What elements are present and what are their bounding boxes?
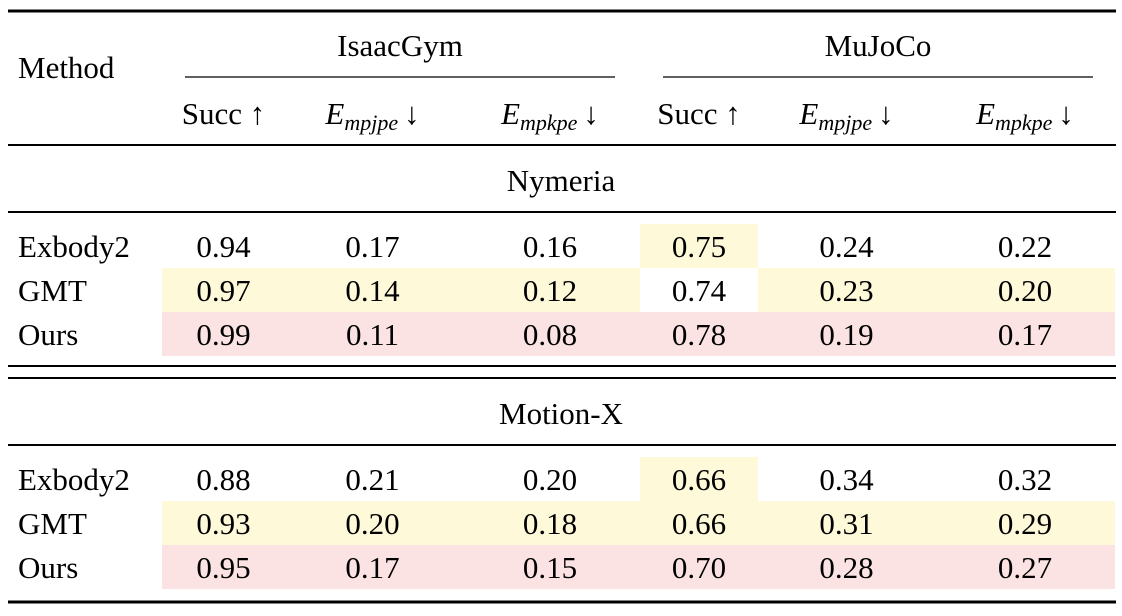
cell-value: 0.29 — [998, 506, 1052, 541]
cell-value: 0.12 — [523, 273, 577, 308]
subscript: mpkpe — [520, 110, 578, 135]
symbol: E — [798, 96, 818, 131]
cell-highlight — [460, 268, 640, 312]
section-title: Nymeria — [507, 163, 616, 198]
cell-highlight — [162, 545, 285, 589]
cell-highlight — [640, 545, 758, 589]
cell-value: 0.17 — [345, 229, 399, 264]
cell-value: 0.94 — [196, 229, 251, 264]
cell-value: 0.15 — [523, 550, 577, 585]
cell-value: 0.24 — [819, 229, 874, 264]
cell-highlight — [758, 545, 935, 589]
cell-highlight — [935, 268, 1115, 312]
group-header: IsaacGym — [337, 28, 463, 63]
cell-value: 0.88 — [196, 462, 250, 497]
cell-highlight — [758, 268, 935, 312]
subscript: mpjpe — [344, 110, 398, 135]
section-title: Motion-X — [499, 396, 623, 431]
cell-value: 0.20 — [345, 506, 399, 541]
cell-value: 0.93 — [196, 506, 250, 541]
cell-highlight — [640, 457, 758, 501]
cell-highlight — [285, 312, 460, 356]
method-name: Exbody2 — [18, 229, 130, 264]
symbol: E — [324, 96, 344, 131]
cell-highlight — [640, 312, 758, 356]
cell-value: 0.17 — [345, 550, 399, 585]
cell-value: 0.14 — [345, 273, 400, 308]
cell-value: 0.20 — [998, 273, 1052, 308]
cell-value: 0.08 — [523, 317, 577, 352]
cell-value: 0.74 — [672, 273, 727, 308]
cell-value: 0.78 — [672, 317, 726, 352]
cell-highlight — [460, 312, 640, 356]
method-name: GMT — [18, 506, 87, 541]
column-header: Succ ↑ — [182, 96, 266, 131]
cell-value: 0.66 — [672, 506, 726, 541]
cell-highlight — [285, 268, 460, 312]
cell-highlight — [162, 501, 285, 545]
group-header: MuJoCo — [825, 28, 932, 63]
cell-highlight — [460, 501, 640, 545]
method-name: Ours — [18, 550, 78, 585]
cell-value: 0.99 — [196, 317, 250, 352]
cell-value: 0.32 — [998, 462, 1052, 497]
arrow: ↓ — [878, 96, 894, 131]
cell-value: 0.20 — [523, 462, 577, 497]
cell-highlight — [935, 501, 1115, 545]
cell-value: 0.22 — [998, 229, 1052, 264]
method-header: Method — [18, 50, 115, 85]
method-name: Ours — [18, 317, 78, 352]
cell-value: 0.23 — [819, 273, 873, 308]
subscript: mpjpe — [818, 110, 872, 135]
cell-value: 0.70 — [672, 550, 726, 585]
cell-highlight — [285, 501, 460, 545]
cell-value: 0.28 — [819, 550, 873, 585]
cell-value: 0.75 — [672, 229, 726, 264]
cell-value: 0.11 — [346, 317, 399, 352]
cell-highlight — [162, 268, 285, 312]
subscript: mpkpe — [995, 110, 1053, 135]
column-header: Empkpe ↓ — [500, 96, 599, 135]
cell-value: 0.19 — [819, 317, 873, 352]
cell-value: 0.21 — [345, 462, 399, 497]
cell-value: 0.66 — [672, 462, 726, 497]
cell-value: 0.27 — [998, 550, 1052, 585]
cell-highlight — [162, 312, 285, 356]
cell-highlight — [935, 545, 1115, 589]
cell-value: 0.17 — [998, 317, 1052, 352]
cell-highlight — [758, 312, 935, 356]
cell-value: 0.97 — [196, 273, 250, 308]
method-name: Exbody2 — [18, 462, 130, 497]
cell-highlight — [935, 312, 1115, 356]
cell-value: 0.18 — [523, 506, 577, 541]
column-header: Empkpe ↓ — [975, 96, 1074, 135]
cell-value: 0.16 — [523, 229, 577, 264]
symbol: E — [975, 96, 995, 131]
cell-highlight — [285, 545, 460, 589]
column-header: Succ ↑ — [657, 96, 741, 131]
method-name: GMT — [18, 273, 87, 308]
column-header: Empjpe ↓ — [798, 96, 893, 135]
cell-highlight — [460, 545, 640, 589]
cell-value: 0.34 — [819, 462, 874, 497]
arrow: ↓ — [1058, 96, 1074, 131]
cell-highlight — [640, 224, 758, 268]
cell-highlight — [758, 501, 935, 545]
arrow: ↓ — [404, 96, 420, 131]
cell-highlight — [640, 501, 758, 545]
arrow: ↓ — [583, 96, 599, 131]
cell-value: 0.95 — [196, 550, 250, 585]
cell-value: 0.31 — [819, 506, 873, 541]
column-header: Empjpe ↓ — [324, 96, 419, 135]
symbol: E — [500, 96, 520, 131]
